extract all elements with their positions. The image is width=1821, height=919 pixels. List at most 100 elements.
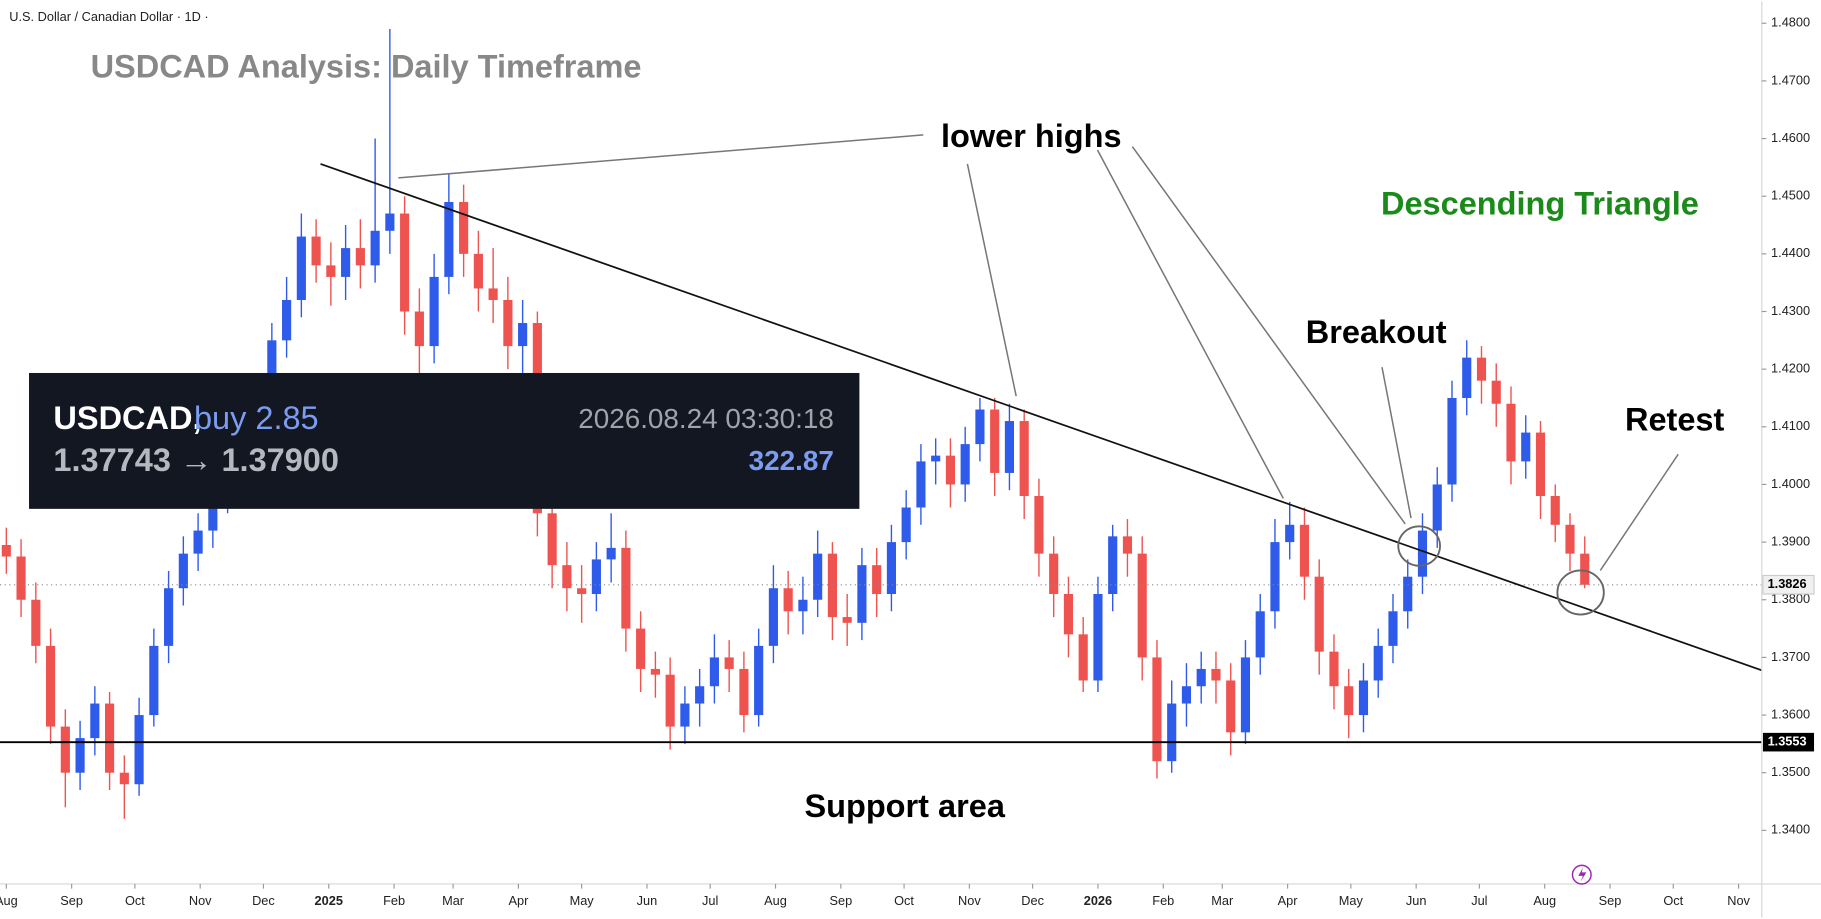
panel-symbol: USDCAD, [53,400,201,436]
candle-body [400,213,410,312]
candle-body [1447,397,1457,485]
candle-body [650,668,660,675]
candle-body [429,276,439,347]
annotation: Descending Triangle [1381,185,1699,221]
x-tick-label: 2025 [315,893,343,908]
y-tick-label: 1.3900 [1771,533,1810,548]
alert-icon[interactable] [1571,864,1592,885]
annotation: Retest [1625,401,1725,437]
last-price-label: 1.3826 [1768,576,1807,591]
y-tick-label: 1.4600 [1771,130,1810,145]
candle-body [1211,668,1221,681]
candle-body [1344,686,1354,716]
x-tick-label: Feb [383,893,405,908]
symbol-header: U.S. Dollar / Canadian Dollar · 1D · [9,9,208,24]
candle-body [164,588,174,646]
candle-body [1255,611,1265,658]
pointer-line [1381,367,1412,519]
x-tick-label: May [570,893,595,908]
candle-body [149,645,159,716]
x-tick-label: 2026 [1084,893,1112,908]
pointer-line [1131,146,1406,525]
y-tick-label: 1.4300 [1771,303,1810,318]
candle-body [1462,357,1472,398]
x-tick-label: Dec [1021,893,1044,908]
candle-body [945,455,956,485]
breakout-circle [1397,525,1442,567]
retest-circle [1556,569,1605,616]
chart-title: USDCAD Analysis: Daily Timeframe [91,48,642,84]
candle-body [798,599,808,612]
panel-side: buy 2.85 [194,400,319,436]
x-tick-label: Nov [958,893,981,908]
candle-body [1152,657,1162,762]
x-tick-label: Jul [1471,893,1487,908]
candle-body [1580,553,1590,585]
candle-body [1167,703,1177,762]
candle-body [680,703,690,727]
candle-body [311,236,321,266]
candle-body [931,455,941,462]
x-tick-label: Oct [125,893,145,908]
x-tick-label: Nov [1727,893,1750,908]
y-tick-label: 1.4400 [1771,245,1810,260]
candle-body [960,444,970,485]
candle-body [901,507,911,543]
y-tick-label: 1.3400 [1771,822,1810,837]
candle-body [90,703,100,739]
candle-body [60,726,70,773]
x-tick-label: Mar [442,893,465,908]
candle-body [1299,524,1310,577]
candle-body [1078,634,1088,681]
plot-area [0,29,1762,819]
candle-body [282,299,292,341]
y-tick-label: 1.4200 [1771,361,1810,376]
support-price-label: 1.3553 [1768,734,1807,749]
candle-body [1093,593,1103,681]
panel-prices: 1.37743 → 1.37900 [53,442,339,478]
y-tick-label: 1.3600 [1771,706,1810,721]
panel-amount: 322.87 [749,445,834,476]
y-tick-label: 1.3800 [1771,591,1810,606]
candle-body [385,213,395,231]
candle-body [709,657,719,687]
candle-body [105,703,115,773]
panel-time: 2026.08.24 03:30:18 [578,403,834,434]
x-tick-label: Aug [1533,893,1556,908]
candle-body [473,253,483,289]
candle-body [1432,484,1442,531]
x-tick-label: Apr [508,893,529,908]
candle-body [1373,645,1383,681]
candle-body [341,248,351,277]
candle-body [1314,576,1324,652]
candle-body [1122,536,1133,554]
x-tick-label: Feb [1152,893,1174,908]
candle-body [1034,495,1044,554]
candle-body [1535,432,1546,496]
candle-body [606,547,616,560]
candle-body [1196,668,1206,687]
candle-body [1403,576,1413,612]
candle-body [503,299,513,347]
candle-body [1181,686,1192,704]
pointer-line [1599,453,1679,571]
candle-body [1019,421,1029,496]
candle-body [1,544,11,557]
candle-body [488,288,498,300]
candle-body [975,409,985,445]
candle-body [842,617,852,623]
pointer-line [966,163,1017,397]
candle-body [178,553,188,589]
y-tick-label: 1.4700 [1771,72,1810,87]
candle-body [459,201,469,254]
candle-body [872,565,882,594]
candle-body [1004,421,1015,473]
x-tick-label: Mar [1211,893,1234,908]
support-price-box [1762,732,1815,752]
y-tick-label: 1.4000 [1771,476,1810,491]
candle-body [1521,432,1531,462]
x-tick-label: Oct [894,893,914,908]
x-tick-label: Apr [1278,893,1299,908]
candle-body [1506,403,1516,462]
candle-body [695,686,705,704]
